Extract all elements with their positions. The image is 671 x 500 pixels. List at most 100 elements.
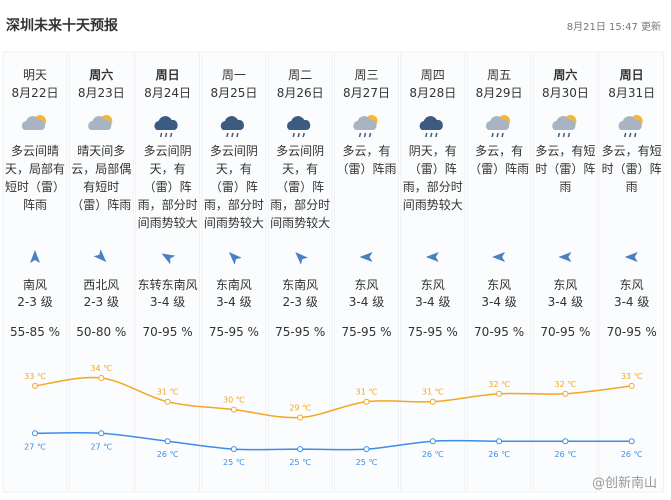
drop <box>159 132 163 138</box>
drop <box>430 132 433 138</box>
temp-line-low <box>34 431 632 451</box>
day: 周日 <box>155 68 180 82</box>
cloud <box>353 116 377 130</box>
drop <box>368 132 372 138</box>
date: 8月31日 <box>608 86 656 100</box>
day: 周二 <box>288 68 313 82</box>
temp-label: 34 ℃ <box>90 364 112 373</box>
updated: 8月21日 15:47 更新 <box>566 22 661 33</box>
temp-point <box>297 446 304 453</box>
wind-arrow <box>161 253 176 265</box>
drop <box>236 132 239 138</box>
weather: 多云，有（雷）阵雨 <box>336 144 397 176</box>
temp-point <box>297 414 304 421</box>
temp-label: 33 ℃ <box>621 372 643 381</box>
wind-arrow <box>295 252 308 265</box>
temp-point <box>164 398 171 405</box>
date: 8月24日 <box>144 86 192 100</box>
temp-point <box>562 438 569 445</box>
humidity: 70-95 % <box>606 325 657 339</box>
cloud <box>154 116 178 130</box>
date: 8月29日 <box>475 86 523 100</box>
wind-level: 3-4 级 <box>348 295 385 309</box>
weather: 多云，有短时（雷）阵雨 <box>535 144 596 194</box>
temp-label: 32 ℃ <box>488 380 510 389</box>
temp-point <box>496 438 503 445</box>
temp-label: 27 ℃ <box>90 442 112 451</box>
weather: 多云，有（雷）阵雨 <box>469 144 530 176</box>
weather-icon <box>154 116 178 138</box>
wind: 东风 <box>420 278 445 292</box>
cloud <box>419 116 443 130</box>
wind-level: 3-4 级 <box>216 295 252 309</box>
humidity: 70-95 % <box>474 325 525 339</box>
humidity: 75-95 % <box>341 325 392 339</box>
temp-label: 25 ℃ <box>223 458 245 467</box>
humidity: 75-95 % <box>407 325 458 339</box>
drop <box>501 132 504 138</box>
temp-point <box>230 406 237 413</box>
temp-label: 25 ℃ <box>356 458 378 467</box>
date: 8月30日 <box>541 86 589 100</box>
drop <box>164 132 168 138</box>
drop <box>292 132 295 138</box>
wind-arrow <box>624 252 638 262</box>
temp-label: 30 ℃ <box>223 396 245 405</box>
weather-icon <box>353 115 378 138</box>
wind-arrow <box>425 252 439 262</box>
weather-icon <box>21 115 46 130</box>
wind: 东风 <box>354 278 379 292</box>
temp-line-high <box>34 376 632 419</box>
drop <box>491 132 494 138</box>
drop <box>623 132 627 138</box>
temp-label: 31 ℃ <box>422 388 444 397</box>
wind-arrow <box>558 252 572 262</box>
humidity: 70-95 % <box>540 325 591 339</box>
cloud <box>88 116 112 130</box>
day: 明天 <box>22 68 47 82</box>
weather: 阴天，有（雷）阵雨，部分时间雨势较大 <box>402 144 463 212</box>
temp-point <box>363 446 370 453</box>
date: 8月25日 <box>210 86 258 100</box>
weather-icon <box>618 115 643 138</box>
wind-level: 3-4 级 <box>415 295 451 309</box>
cloud <box>618 116 642 130</box>
wind-level: 2-3 级 <box>282 295 318 309</box>
wind-level: 3-4 级 <box>613 295 650 309</box>
cloud <box>485 116 510 130</box>
drop <box>562 132 566 138</box>
temp-point <box>429 398 436 405</box>
weather-icon <box>287 116 311 138</box>
wind: 南风 <box>22 278 47 292</box>
humidity: 50-80 % <box>76 325 127 339</box>
drop <box>557 132 561 138</box>
temp-label: 29 ℃ <box>289 404 311 413</box>
drop <box>226 132 229 138</box>
weather-icon <box>419 116 443 138</box>
weather: 多云间阴天，有（雷）阵雨，部分时间雨势较大 <box>270 144 331 230</box>
temp-point <box>32 382 38 389</box>
drop <box>435 132 438 138</box>
drop <box>302 132 305 138</box>
day: 周四 <box>420 68 445 82</box>
weather-icon <box>88 115 113 130</box>
date: 8月22日 <box>11 86 59 100</box>
temp-label: 25 ℃ <box>289 458 311 467</box>
weather-icon <box>220 116 244 138</box>
date: 8月28日 <box>409 86 457 100</box>
temp-label: 31 ℃ <box>356 388 378 397</box>
drop <box>567 132 571 138</box>
wind: 东风 <box>619 278 644 292</box>
drop <box>297 132 300 138</box>
temp-label: 27 ℃ <box>24 442 46 451</box>
wind-arrow <box>93 249 107 262</box>
cloud <box>552 116 576 130</box>
wind: 东风 <box>553 278 578 292</box>
date: 8月26日 <box>276 86 324 100</box>
wind-arrow <box>228 252 242 265</box>
temp-point <box>230 446 237 453</box>
drop <box>363 132 367 138</box>
temp-label: 26 ℃ <box>157 450 179 459</box>
temp-label: 26 ℃ <box>555 450 577 459</box>
weather-icon <box>485 115 511 138</box>
